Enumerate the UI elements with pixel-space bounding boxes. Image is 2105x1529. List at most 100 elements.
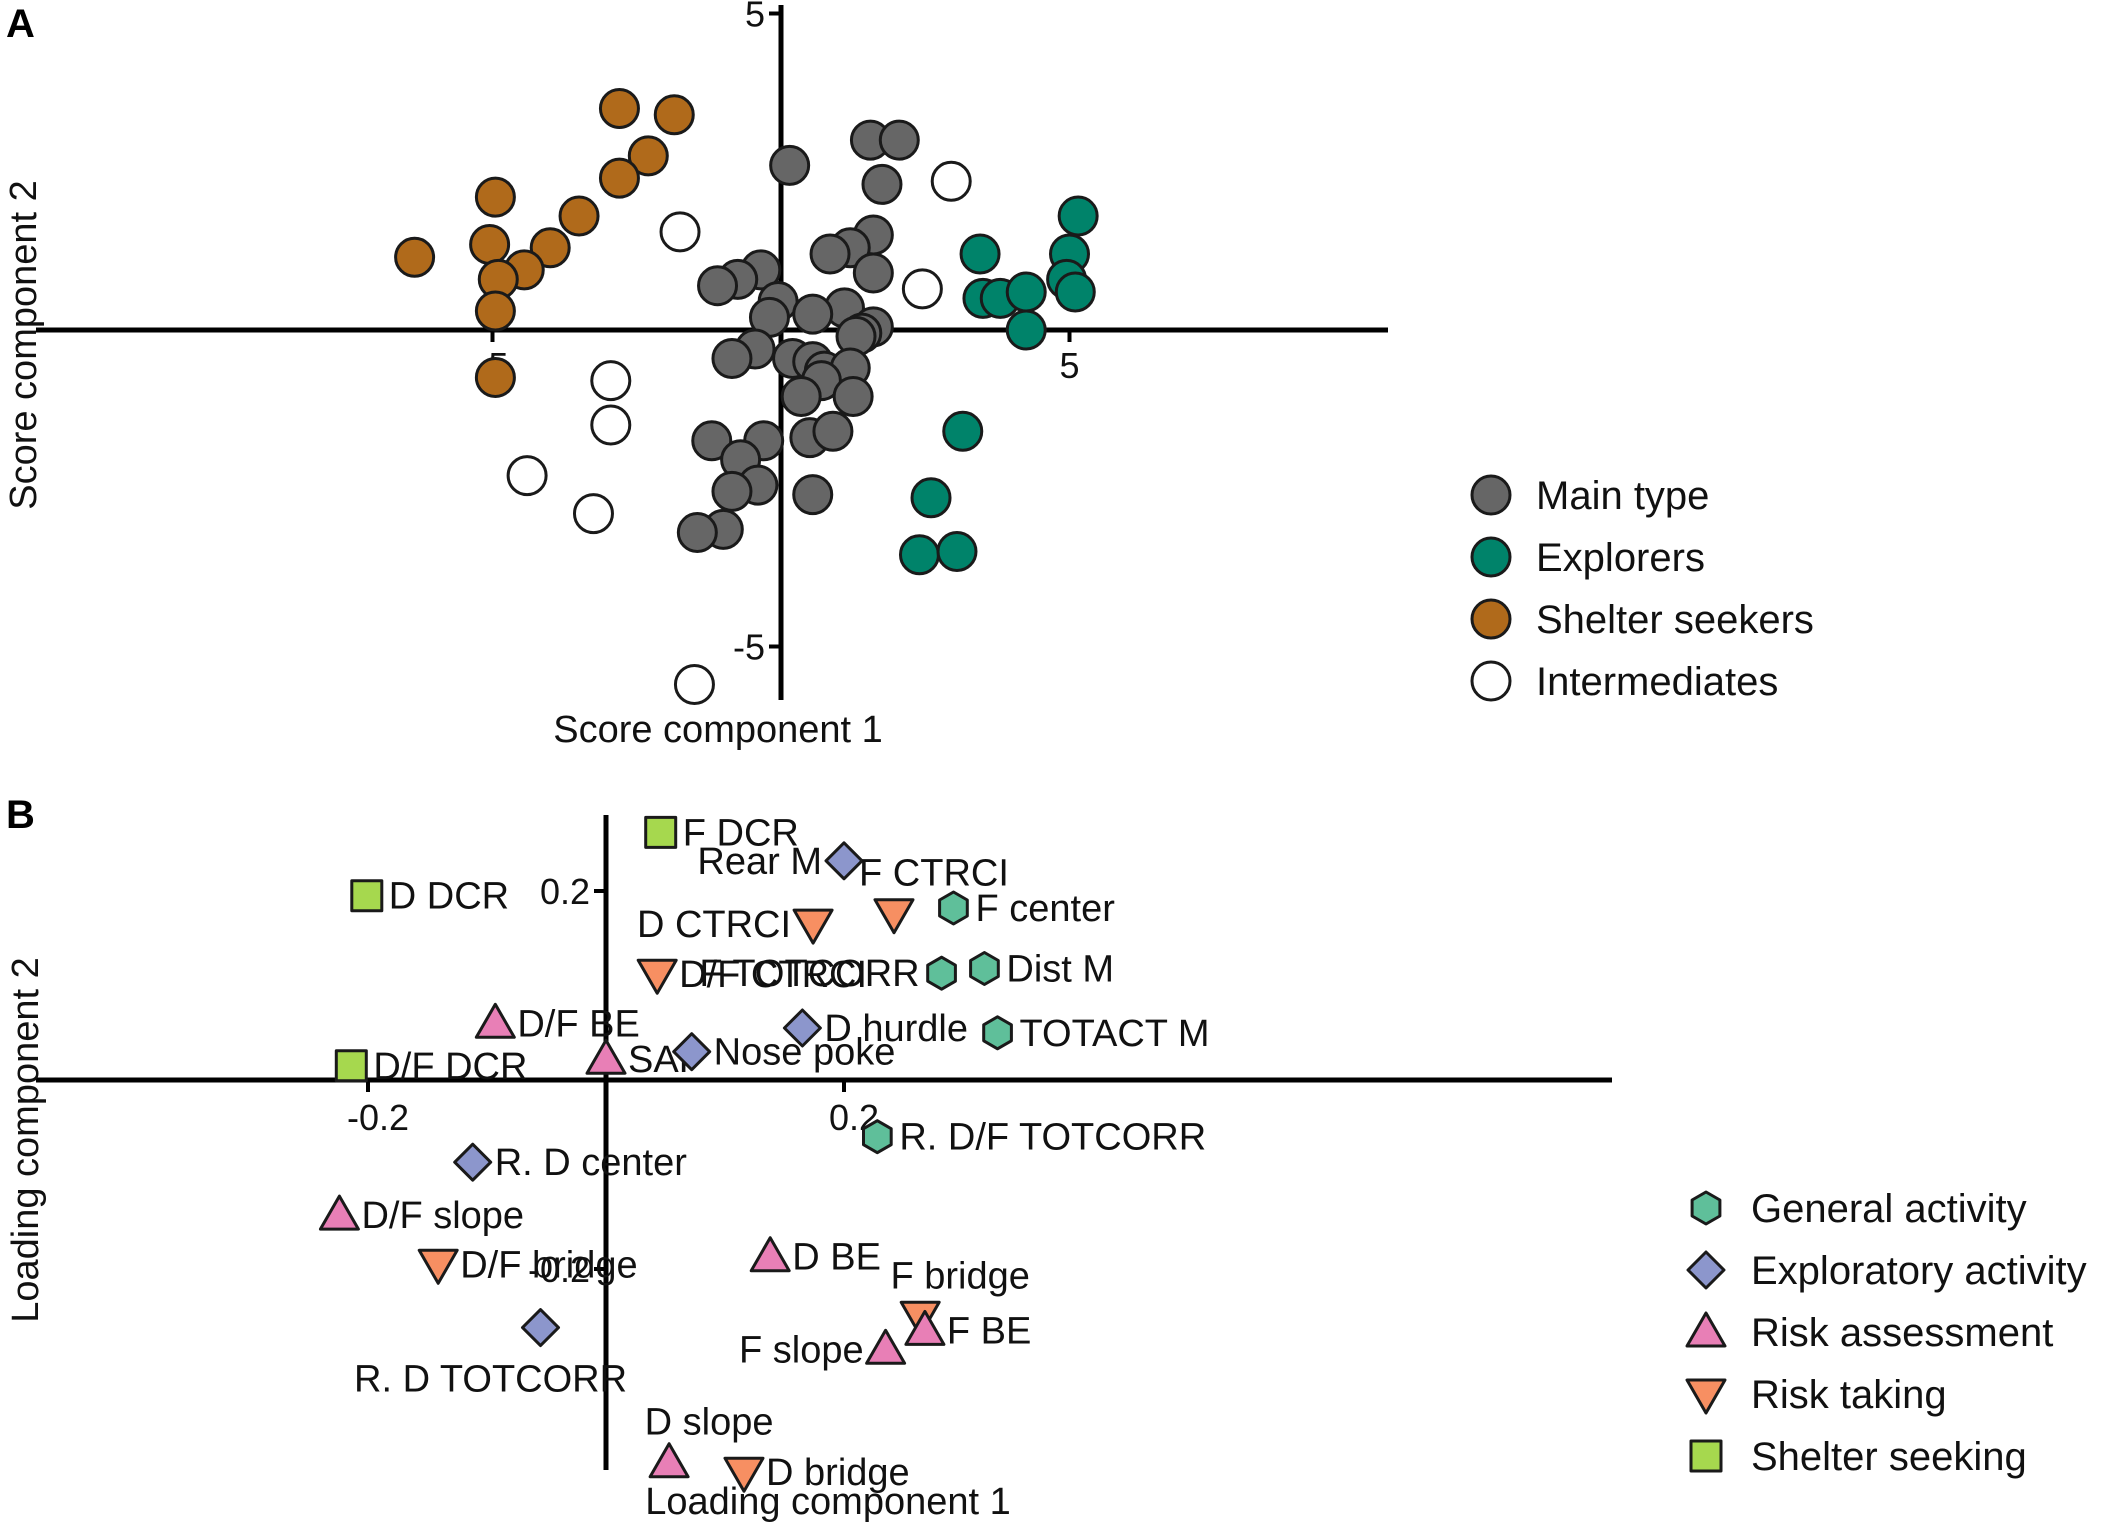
legend-marker-shelter-seekers — [1470, 598, 1512, 640]
y-tick-label: -5 — [733, 627, 765, 668]
score-point-main-type — [676, 512, 718, 554]
loading-label-d-f-dcr: D/F DCR — [373, 1046, 527, 1088]
y-tick-label: 0.2 — [540, 871, 590, 912]
score-point-main-type — [711, 337, 753, 379]
score-point-explorers — [1057, 195, 1099, 237]
score-point-shelter-seekers — [394, 236, 436, 278]
score-point-shelter-seekers — [653, 94, 695, 136]
legend-label-shelter-seeking: Shelter seeking — [1751, 1435, 2027, 1479]
score-point-main-type — [852, 252, 894, 294]
loading-marker-f-dcr — [644, 815, 678, 849]
loading-marker-rear-m — [824, 841, 864, 881]
loading-label-d-dcr: D DCR — [389, 876, 509, 918]
loading-label-d-f-be: D/F BE — [517, 1003, 639, 1045]
score-point-intermediates — [506, 455, 548, 497]
loading-marker-d-ctrci — [792, 908, 834, 945]
score-point-main-type — [878, 119, 920, 161]
score-point-main-type — [697, 265, 739, 307]
score-point-shelter-seekers — [529, 227, 571, 269]
loading-label-dist-m: Dist M — [1006, 948, 1114, 990]
legend-marker-exploratory-activity — [1686, 1250, 1726, 1290]
loading-marker-nose-poke — [672, 1032, 712, 1072]
loading-label-r-d-center: R. D center — [495, 1142, 688, 1184]
loading-marker-totact-m — [982, 1015, 1013, 1051]
loading-marker-d-f-ctrci — [636, 958, 678, 995]
legend-marker-general-activity — [1690, 1190, 1722, 1226]
score-point-intermediates — [590, 360, 632, 402]
score-point-shelter-seekers — [558, 195, 600, 237]
score-point-explorers — [959, 233, 1001, 275]
score-point-shelter-seekers — [598, 87, 640, 129]
score-point-explorers — [1005, 271, 1047, 313]
loading-marker-r-d-totcorr — [521, 1308, 560, 1348]
score-point-main-type — [691, 420, 733, 462]
score-point-intermediates — [673, 663, 715, 705]
loading-label-totact-m: TOTACT M — [1020, 1013, 1210, 1055]
loading-label-f-totcorr: F TOTCORR — [699, 953, 919, 995]
loading-marker-f-ctrci — [873, 898, 915, 935]
score-point-main-type — [832, 375, 874, 417]
score-point-shelter-seekers — [627, 135, 669, 177]
loading-marker-dist-m — [969, 951, 1000, 986]
x-tick-label: -0.2 — [347, 1097, 409, 1138]
score-point-main-type — [780, 375, 822, 417]
loading-label-d-hurdle: D hurdle — [824, 1008, 968, 1050]
legend-label-risk-assessment: Risk assessment — [1751, 1311, 2053, 1355]
score-point-intermediates — [930, 160, 972, 202]
y-axis-title: Score component 2 — [3, 180, 45, 510]
loading-label-d-f-ctrci: D/F CTRCI — [679, 954, 867, 996]
loading-label-d-slope: D slope — [645, 1402, 774, 1444]
loading-label-d-be: D BE — [792, 1237, 881, 1279]
score-point-shelter-seekers — [598, 157, 640, 199]
loading-label-f-dcr: F DCR — [683, 812, 799, 854]
loading-marker-f-be — [904, 1309, 946, 1346]
score-point-main-type — [809, 233, 851, 275]
loading-label-f-be: F BE — [947, 1310, 1031, 1352]
legend-label-explorers: Explorers — [1536, 536, 1705, 580]
score-point-shelter-seekers — [474, 176, 516, 218]
loading-marker-sap — [585, 1038, 627, 1075]
legend-label-shelter-seekers: Shelter seekers — [1536, 598, 1814, 642]
loading-label-d-f-bridge: D/F bridge — [460, 1244, 637, 1286]
score-point-shelter-seekers — [474, 290, 516, 332]
score-point-main-type — [792, 474, 834, 516]
score-point-intermediates — [590, 404, 632, 446]
score-point-main-type — [861, 163, 903, 205]
score-point-shelter-seekers — [474, 356, 516, 398]
y-tick-label: 5 — [745, 0, 765, 35]
loading-marker-d-dcr — [350, 879, 384, 913]
legend-label-intermediates: Intermediates — [1536, 660, 1778, 704]
loading-label-r-d-totcorr: R. D TOTCORR — [354, 1359, 627, 1401]
score-point-intermediates — [572, 493, 614, 535]
legend-marker-intermediates — [1470, 660, 1512, 702]
panel-b-label: B — [6, 793, 35, 837]
loading-marker-d-hurdle — [782, 1008, 822, 1048]
loading-label-nose-poke: Nose poke — [714, 1032, 896, 1074]
score-point-intermediates — [659, 211, 701, 253]
loading-marker-d-bridge — [723, 1456, 765, 1493]
x-axis-title: Loading component 1 — [645, 1481, 1011, 1523]
legend-marker-main-type — [1470, 474, 1512, 516]
score-point-shelter-seekers — [469, 224, 511, 266]
legend-marker-explorers — [1470, 536, 1512, 578]
legend-marker-risk-taking — [1685, 1378, 1727, 1415]
loading-label-f-ctrci: F CTRCI — [859, 853, 1009, 895]
loading-marker-d-f-slope — [318, 1194, 360, 1231]
legend-label-general-activity: General activity — [1751, 1187, 2027, 1231]
score-point-explorers — [898, 534, 940, 576]
score-point-main-type — [812, 410, 854, 452]
score-point-main-type — [769, 144, 811, 186]
loading-label-r-d-f-totcorr: R. D/F TOTCORR — [899, 1117, 1206, 1159]
score-point-main-type — [711, 470, 753, 512]
legend-marker-risk-assessment — [1685, 1311, 1727, 1348]
loading-label-d-f-slope: D/F slope — [361, 1195, 524, 1237]
score-point-explorers — [936, 531, 978, 573]
loading-marker-d-slope — [648, 1442, 690, 1479]
loading-label-d-bridge: D bridge — [766, 1452, 910, 1494]
score-point-intermediates — [901, 268, 943, 310]
loading-label-f-bridge: F bridge — [890, 1255, 1029, 1297]
score-point-explorers — [1054, 271, 1096, 313]
loading-label-f-slope: F slope — [739, 1329, 864, 1371]
score-point-explorers — [910, 477, 952, 519]
